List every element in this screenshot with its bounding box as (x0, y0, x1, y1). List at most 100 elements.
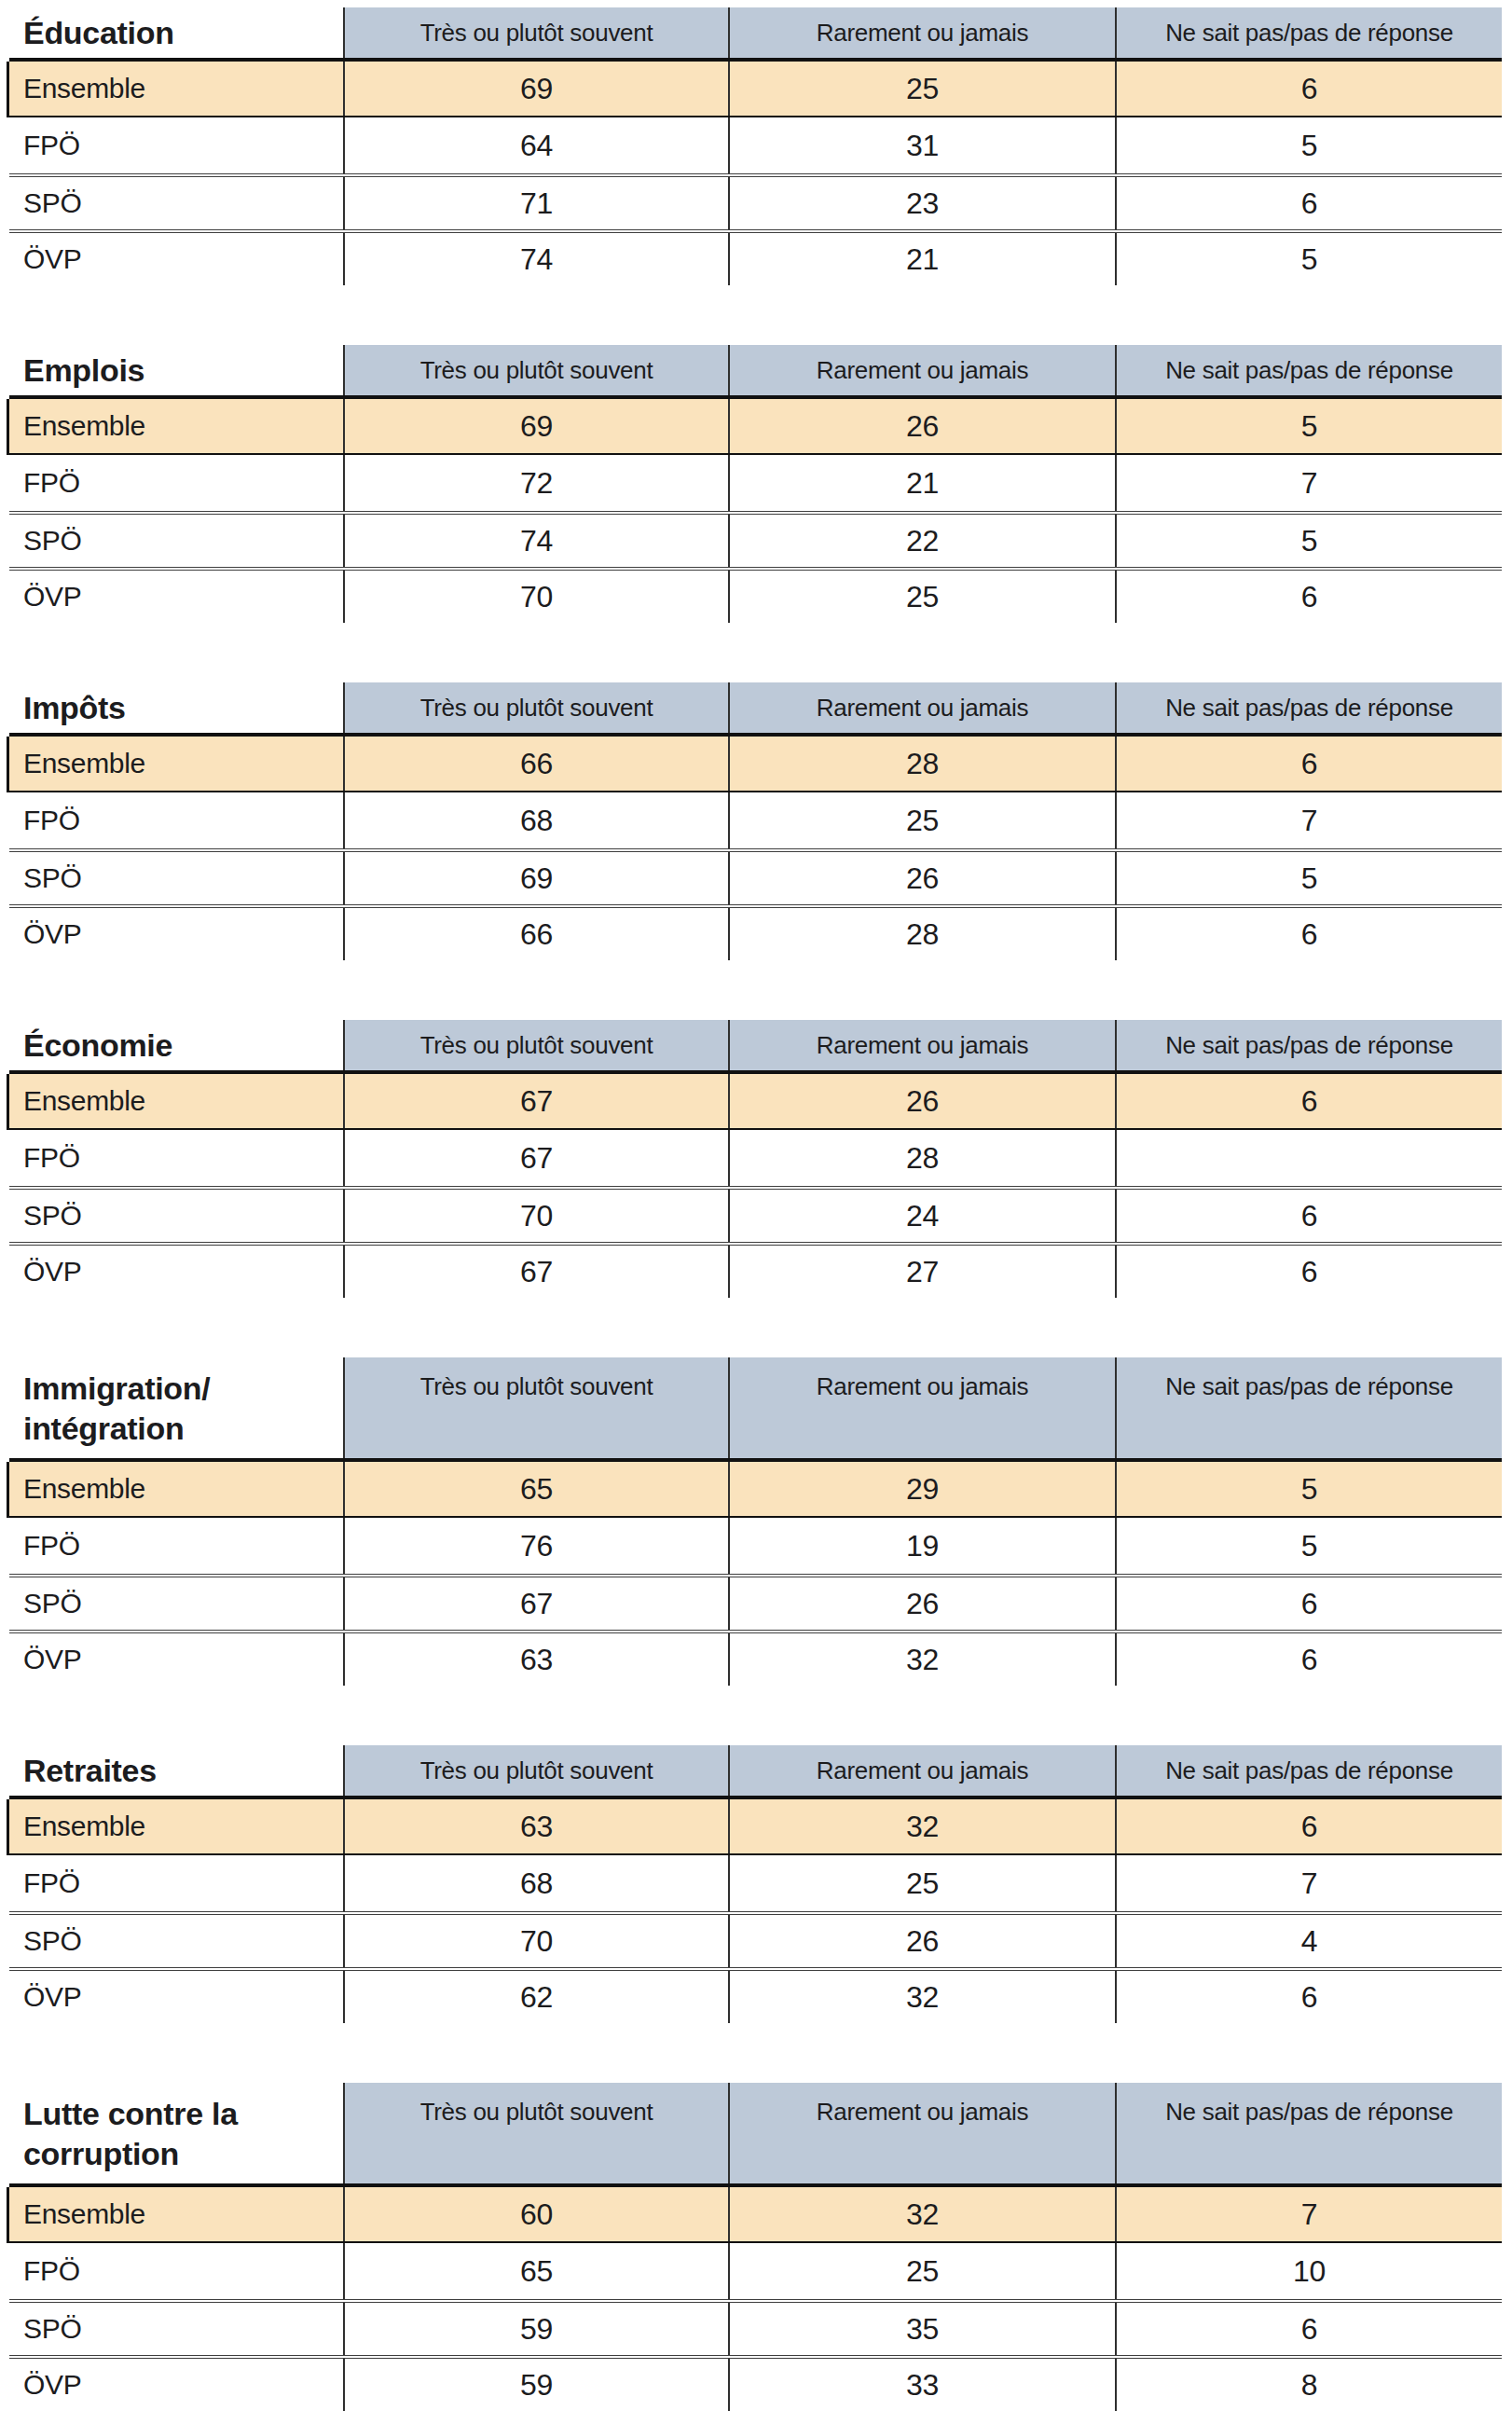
table-emplois: Emplois Très ou plutôt souvent Rarement … (9, 345, 1502, 623)
row-label: SPÖ (9, 2303, 343, 2355)
row-label: ÖVP (9, 233, 343, 285)
table-row-ensemble: Ensemble 67 26 6 (7, 1074, 1502, 1130)
table-header: Économie Très ou plutôt souvent Rarement… (9, 1020, 1502, 1074)
cell-value: 25 (728, 2243, 1115, 2299)
table-header: Retraites Très ou plutôt souvent Raremen… (9, 1745, 1502, 1799)
cell-value: 25 (728, 62, 1115, 116)
table-header: Immigration/ intégration Très ou plutôt … (9, 1357, 1502, 1462)
cell-value: 74 (343, 515, 728, 567)
row-label: Ensemble (9, 737, 343, 791)
table-row-ensemble: Ensemble 69 25 6 (7, 62, 1502, 117)
column-header-rarement-jamais: Rarement ou jamais (728, 7, 1115, 58)
cell-value: 6 (1115, 1074, 1502, 1128)
table-row-ovp: ÖVP 63 32 6 (9, 1630, 1502, 1686)
column-header-rarement-jamais: Rarement ou jamais (728, 682, 1115, 733)
table-row-spo: SPÖ 67 26 6 (9, 1574, 1502, 1630)
table-row-ovp: ÖVP 62 32 6 (9, 1967, 1502, 2023)
column-header-ne-sait-pas: Ne sait pas/pas de réponse (1115, 1357, 1502, 1458)
table-row-fpo: FPÖ 68 25 7 (9, 792, 1502, 848)
table-row-ensemble: Ensemble 63 32 6 (7, 1799, 1502, 1855)
cell-value: 28 (728, 908, 1115, 960)
column-header-ne-sait-pas: Ne sait pas/pas de réponse (1115, 1745, 1502, 1796)
table-row-spo: SPÖ 70 26 4 (9, 1911, 1502, 1967)
row-label: SPÖ (9, 177, 343, 229)
column-header-tres-souvent: Très ou plutôt souvent (343, 1745, 728, 1796)
row-label: ÖVP (9, 908, 343, 960)
table-row-ensemble: Ensemble 66 28 6 (7, 737, 1502, 792)
cell-value: 7 (1115, 792, 1502, 848)
cell-value: 5 (1115, 852, 1502, 904)
table-row-fpo: FPÖ 64 31 5 (9, 117, 1502, 173)
cell-value: 67 (343, 1074, 728, 1128)
cell-value: 6 (1115, 1190, 1502, 1242)
row-label: SPÖ (9, 1577, 343, 1630)
cell-value: 35 (728, 2303, 1115, 2355)
cell-value: 6 (1115, 571, 1502, 623)
cell-value: 7 (1115, 455, 1502, 511)
column-header-rarement-jamais: Rarement ou jamais (728, 1745, 1115, 1796)
row-label: SPÖ (9, 515, 343, 567)
table-retraites: Retraites Très ou plutôt souvent Raremen… (9, 1745, 1502, 2023)
cell-value: 70 (343, 571, 728, 623)
cell-value: 32 (728, 1633, 1115, 1686)
cell-value: 6 (1115, 177, 1502, 229)
cell-value: 7 (1115, 1855, 1502, 1911)
survey-tables-page: { "page": { "columns": ["Très ou plutôt … (0, 0, 1512, 2424)
cell-value: 32 (728, 1971, 1115, 2023)
row-label: SPÖ (9, 1190, 343, 1242)
table-row-ovp: ÖVP 70 25 6 (9, 567, 1502, 623)
table-row-spo: SPÖ 70 24 6 (9, 1186, 1502, 1242)
cell-value: 5 (1115, 117, 1502, 173)
cell-value: 6 (1115, 1971, 1502, 2023)
column-header-ne-sait-pas: Ne sait pas/pas de réponse (1115, 7, 1502, 58)
table-immigration-integration: Immigration/ intégration Très ou plutôt … (9, 1357, 1502, 1686)
column-header-ne-sait-pas: Ne sait pas/pas de réponse (1115, 345, 1502, 395)
cell-value: 21 (728, 233, 1115, 285)
cell-value: 6 (1115, 737, 1502, 791)
table-category-label: Lutte contre la corruption (9, 2083, 343, 2183)
table-row-spo: SPÖ 74 22 5 (9, 511, 1502, 567)
cell-value: 63 (343, 1633, 728, 1686)
cell-value: 25 (728, 1855, 1115, 1911)
table-row-spo: SPÖ 69 26 5 (9, 848, 1502, 904)
table-row-fpo: FPÖ 65 25 10 (9, 2243, 1502, 2299)
table-row-fpo: FPÖ 76 19 5 (9, 1518, 1502, 1574)
cell-value: 6 (1115, 1246, 1502, 1298)
cell-value: 5 (1115, 515, 1502, 567)
cell-value-empty (1115, 1130, 1502, 1186)
row-label: Ensemble (9, 1074, 343, 1128)
table-category-label: Éducation (9, 7, 343, 58)
table-category-label: Immigration/ intégration (9, 1357, 343, 1458)
column-header-tres-souvent: Très ou plutôt souvent (343, 682, 728, 733)
column-header-tres-souvent: Très ou plutôt souvent (343, 345, 728, 395)
cell-value: 70 (343, 1190, 728, 1242)
cell-value: 6 (1115, 1577, 1502, 1630)
cell-value: 26 (728, 852, 1115, 904)
row-label: ÖVP (9, 1246, 343, 1298)
cell-value: 65 (343, 2243, 728, 2299)
table-row-ovp: ÖVP 59 33 8 (9, 2355, 1502, 2411)
cell-value: 66 (343, 737, 728, 791)
cell-value: 70 (343, 1915, 728, 1967)
column-header-rarement-jamais: Rarement ou jamais (728, 1357, 1115, 1458)
cell-value: 10 (1115, 2243, 1502, 2299)
column-header-rarement-jamais: Rarement ou jamais (728, 345, 1115, 395)
cell-value: 7 (1115, 2187, 1502, 2241)
column-header-tres-souvent: Très ou plutôt souvent (343, 2083, 728, 2183)
cell-value: 69 (343, 62, 728, 116)
column-header-rarement-jamais: Rarement ou jamais (728, 1020, 1115, 1070)
cell-value: 6 (1115, 1633, 1502, 1686)
table-education: Éducation Très ou plutôt souvent Raremen… (9, 7, 1502, 285)
cell-value: 62 (343, 1971, 728, 2023)
cell-value: 66 (343, 908, 728, 960)
row-label: FPÖ (9, 1518, 343, 1574)
cell-value: 68 (343, 1855, 728, 1911)
cell-value: 65 (343, 1462, 728, 1516)
row-label: Ensemble (9, 2187, 343, 2241)
cell-value: 23 (728, 177, 1115, 229)
row-label: FPÖ (9, 792, 343, 848)
column-header-tres-souvent: Très ou plutôt souvent (343, 1357, 728, 1458)
table-category-label: Emplois (9, 345, 343, 395)
cell-value: 71 (343, 177, 728, 229)
row-label: FPÖ (9, 1855, 343, 1911)
